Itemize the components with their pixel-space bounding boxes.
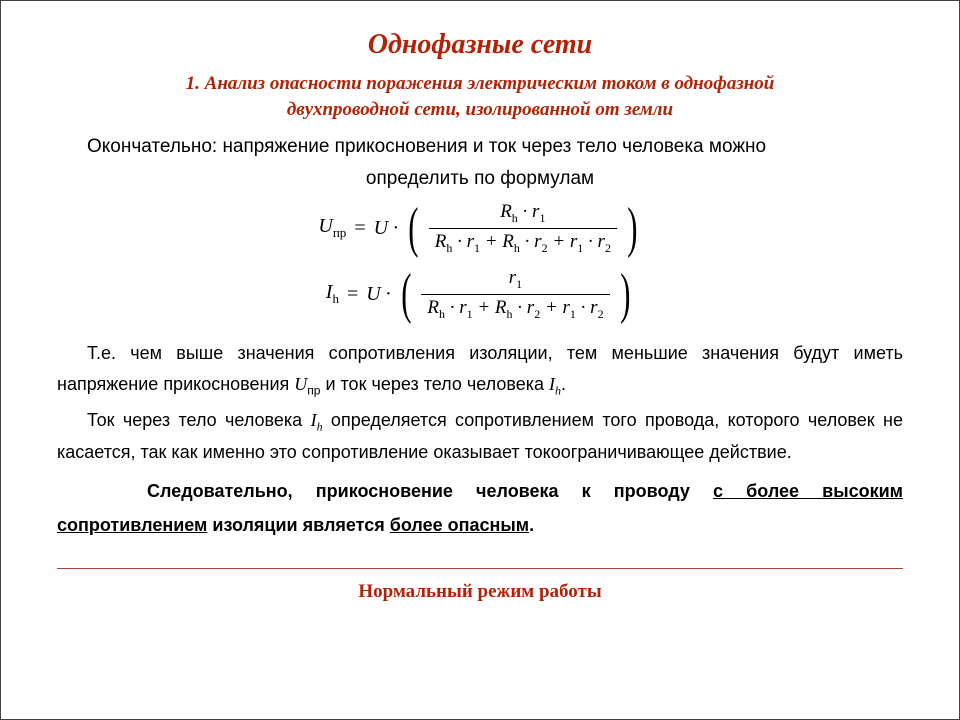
conc-c: .: [529, 515, 534, 535]
formula-upr: Uпр = U · ( Rh · r1 Rh · r1 + Rh · r2 + …: [57, 200, 903, 256]
intro-text-1: Окончательно: напряжение прикосновения и…: [57, 136, 903, 158]
intro-text-2: определить по формулам: [57, 168, 903, 190]
equals-sign: =: [345, 283, 360, 306]
formula-lhs: Ih: [326, 281, 339, 307]
conclusion: Следовательно, прикосновение человека к …: [57, 475, 903, 542]
paragraph-1: Т.е. чем выше значения сопротивления изо…: [57, 338, 903, 401]
conc-a: Следовательно, прикосновение человека к …: [147, 481, 713, 501]
left-paren-icon: (: [401, 266, 411, 322]
equals-sign: =: [352, 217, 367, 240]
p1-c: .: [561, 374, 566, 394]
conc-u2: более опасным: [390, 515, 529, 535]
paragraph-2: Ток через тело человека Ih определяется …: [57, 405, 903, 468]
fraction: r1 Rh · r1 + Rh · r2 + r1 · r2: [421, 267, 609, 322]
numerator: Rh · r1: [494, 201, 551, 228]
p2-a: Ток через тело человека: [87, 410, 311, 430]
page-subtitle: 1. Анализ опасности поражения электричес…: [57, 71, 903, 122]
formula-u: U ·: [366, 283, 390, 306]
footer-label: Нормальный режим работы: [57, 581, 903, 603]
numerator: r1: [503, 267, 528, 294]
p1-b: и ток через тело человека: [320, 374, 549, 394]
fraction: Rh · r1 Rh · r1 + Rh · r2 + r1 · r2: [429, 201, 617, 256]
left-paren-icon: (: [408, 200, 418, 256]
right-paren-icon: ): [627, 200, 637, 256]
formula-lhs: Uпр: [318, 215, 346, 241]
subtitle-line-1: 1. Анализ опасности поражения электричес…: [186, 73, 775, 94]
formula-u: U ·: [374, 217, 398, 240]
denominator: Rh · r1 + Rh · r2 + r1 · r2: [429, 228, 617, 256]
conc-b: изоляции является: [207, 515, 389, 535]
subtitle-line-2: двухпроводной сети, изолированной от зем…: [287, 99, 673, 120]
p1-sym1: U: [294, 374, 307, 394]
formula-ih: Ih = U · ( r1 Rh · r1 + Rh · r2 + r1 · r…: [57, 266, 903, 322]
page-title: Однофазные сети: [57, 29, 903, 61]
formula-block: Uпр = U · ( Rh · r1 Rh · r1 + Rh · r2 + …: [57, 200, 903, 322]
right-paren-icon: ): [620, 266, 630, 322]
denominator: Rh · r1 + Rh · r2 + r1 · r2: [421, 294, 609, 322]
divider: [57, 568, 903, 569]
p1-sub1: пр: [307, 383, 320, 397]
